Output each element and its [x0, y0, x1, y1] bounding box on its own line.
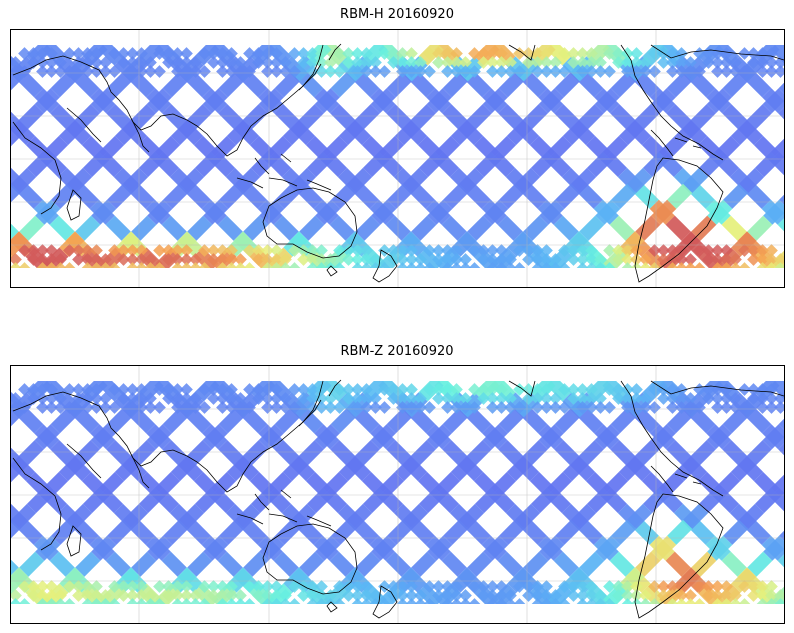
graticule-gridlines: [11, 30, 784, 287]
panel-title-rbm-h: RBM-H 20160920: [340, 7, 454, 22]
map-panel-rbm-h[interactable]: [10, 29, 785, 288]
coastlines: [12, 379, 784, 619]
graticule-gridlines: [11, 366, 784, 623]
satellite-swath-tracks: [11, 40, 784, 273]
map-canvas: [11, 30, 784, 287]
map-panel-rbm-z[interactable]: [10, 365, 785, 624]
coastlines: [12, 43, 784, 283]
map-canvas: [11, 366, 784, 623]
satellite-swath-tracks: [11, 376, 784, 609]
panel-title-rbm-z: RBM-Z 20160920: [340, 344, 454, 359]
